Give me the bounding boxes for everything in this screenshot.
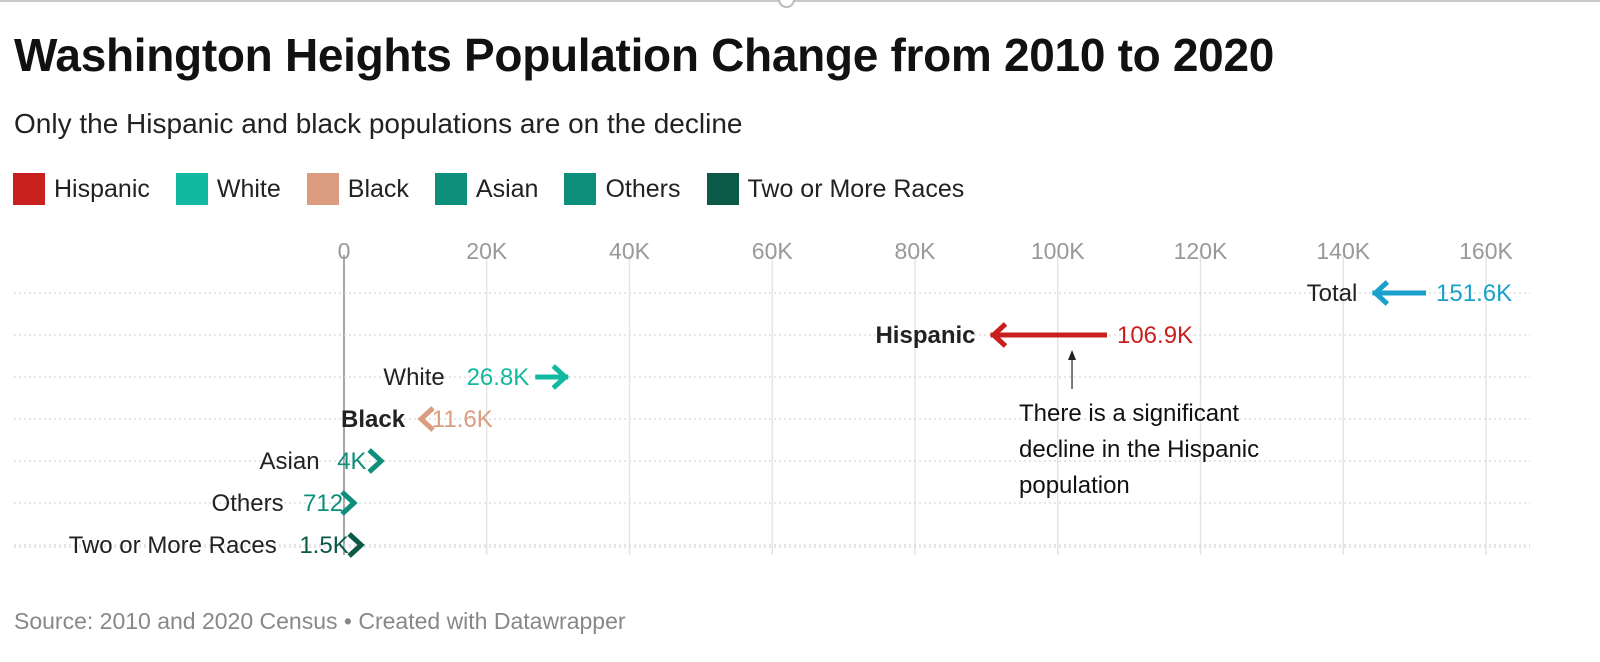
category-label-white: White — [383, 364, 444, 391]
legend-item-black: Black — [306, 173, 409, 205]
legend-label-white: White — [216, 174, 281, 203]
legend-label-asian: Asian — [475, 174, 539, 203]
x-tick-label-60k: 60K — [752, 238, 794, 264]
arrow-head-two-or-more-races — [347, 532, 365, 558]
source-footer: Source: 2010 and 2020 Census • Created w… — [14, 608, 626, 634]
arrow-head-white — [551, 364, 569, 390]
category-label-black: Black — [341, 406, 406, 433]
legend-item-hispanic: Hispanic — [13, 173, 150, 205]
legend-label-black: Black — [347, 174, 409, 203]
legend-label-hispanic: Hispanic — [54, 174, 150, 203]
value-label-hispanic: 106.9K — [1117, 322, 1193, 349]
legend-label-others: Others — [605, 174, 681, 203]
value-label-black: 11.6K — [432, 406, 493, 433]
legend-item-white: White — [175, 173, 281, 205]
legend-swatch-two-or-more-races — [706, 173, 739, 205]
value-label-asian: 4K — [337, 448, 366, 475]
category-label-two-or-more-races: Two or More Races — [69, 532, 277, 559]
value-label-others: 712 — [303, 490, 343, 517]
annotation-line-2: decline in the Hispanic — [1019, 436, 1259, 463]
x-tick-label-40k: 40K — [609, 238, 651, 264]
x-tick-label-120k: 120K — [1174, 238, 1228, 264]
x-tick-label-100k: 100K — [1031, 238, 1085, 264]
legend-item-asian: Asian — [434, 173, 539, 205]
value-label-total: 151.6K — [1436, 280, 1512, 307]
value-label-two-or-more-races: 1.5K — [299, 532, 348, 559]
chart-title: Washington Heights Population Change fro… — [14, 29, 1275, 81]
x-tick-label-0: 0 — [338, 238, 351, 264]
legend-swatch-others — [564, 173, 597, 205]
category-label-others: Others — [212, 490, 284, 517]
category-label-total: Total — [1307, 280, 1358, 307]
x-tick-label-20k: 20K — [466, 238, 508, 264]
x-tick-label-160k: 160K — [1459, 238, 1513, 264]
value-label-white: 26.8K — [467, 364, 530, 391]
legend-swatch-black — [306, 173, 339, 205]
annotation-line-1: There is a significant — [1019, 400, 1239, 427]
legend-item-others: Others — [564, 173, 681, 205]
resize-handle-icon — [778, 0, 795, 8]
category-label-hispanic: Hispanic — [875, 322, 975, 349]
arrow-head-hispanic — [989, 322, 1008, 348]
arrow-head-black — [417, 406, 435, 432]
arrow-head-asian — [367, 448, 385, 474]
arrow-head-others — [340, 490, 358, 516]
chart-subtitle: Only the Hispanic and black populations … — [14, 108, 743, 139]
annotation-pointer-head — [1068, 350, 1077, 360]
arrow-chart: 0 20K 40K 60K 80K 100K 120K 140K 160K 151.6K Total… — [14, 238, 1530, 559]
x-tick-label-80k: 80K — [895, 238, 937, 264]
category-label-asian: Asian — [260, 448, 320, 475]
annotation-line-3: population — [1019, 472, 1130, 499]
arrow-head-total — [1371, 280, 1390, 306]
legend-swatch-asian — [434, 173, 467, 205]
legend-item-two-or-more-races: Two or More Races — [706, 173, 965, 205]
legend: Hispanic White Black Asian Others Two or… — [13, 172, 990, 206]
legend-swatch-white — [175, 173, 208, 205]
top-divider — [0, 0, 1600, 2]
x-tick-label-140k: 140K — [1316, 238, 1370, 264]
legend-label-two-or-more-races: Two or More Races — [747, 174, 965, 203]
legend-swatch-hispanic — [13, 173, 45, 205]
